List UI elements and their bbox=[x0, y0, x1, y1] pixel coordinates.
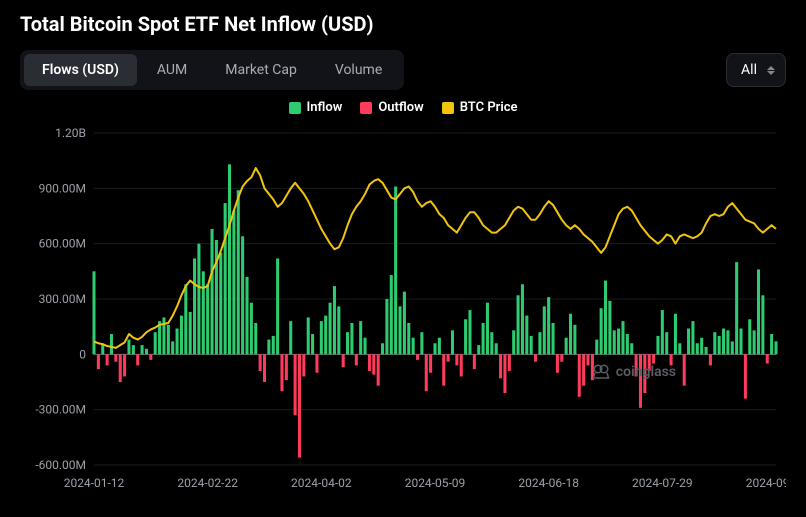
flow-chart[interactable]: -600.00M -300.00M 0 300.00M 600.00M 900.00M 1.… bbox=[20, 121, 786, 501]
watermark: coinglass bbox=[592, 363, 676, 381]
range-select[interactable]: All bbox=[726, 53, 786, 87]
swatch-btc bbox=[442, 102, 454, 114]
tab-volume[interactable]: Volume bbox=[317, 54, 400, 86]
svg-text:2024-06-18: 2024-06-18 bbox=[518, 476, 579, 490]
legend-inflow[interactable]: Inflow bbox=[289, 100, 343, 115]
legend-outflow-label: Outflow bbox=[378, 100, 423, 115]
tab-flows[interactable]: Flows (USD) bbox=[24, 54, 137, 86]
legend-btc-label: BTC Price bbox=[460, 100, 518, 115]
tab-aum[interactable]: AUM bbox=[139, 54, 205, 86]
chevron-updown-icon bbox=[767, 66, 775, 75]
svg-text:600.00M: 600.00M bbox=[39, 237, 86, 251]
swatch-inflow bbox=[289, 102, 301, 114]
coinglass-icon bbox=[592, 363, 610, 381]
svg-text:-600.00M: -600.00M bbox=[35, 458, 86, 472]
controls-row: Flows (USD) AUM Market Cap Volume All bbox=[20, 50, 786, 90]
chart-area: -600.00M -300.00M 0 300.00M 600.00M 900.00M 1.… bbox=[20, 121, 786, 501]
tab-marketcap[interactable]: Market Cap bbox=[207, 54, 315, 86]
metric-tabs: Flows (USD) AUM Market Cap Volume bbox=[20, 50, 404, 90]
legend-inflow-label: Inflow bbox=[307, 100, 343, 115]
legend-btc[interactable]: BTC Price bbox=[442, 100, 518, 115]
legend-outflow[interactable]: Outflow bbox=[360, 100, 423, 115]
svg-text:300.00M: 300.00M bbox=[39, 292, 86, 306]
page-title: Total Bitcoin Spot ETF Net Inflow (USD) bbox=[20, 12, 786, 36]
svg-text:-300.00M: -300.00M bbox=[35, 403, 86, 417]
chart-legend: Inflow Outflow BTC Price bbox=[20, 100, 786, 115]
svg-text:2024-01-12: 2024-01-12 bbox=[64, 476, 125, 490]
svg-text:900.00M: 900.00M bbox=[39, 181, 86, 195]
svg-text:2024-07-29: 2024-07-29 bbox=[632, 476, 693, 490]
svg-text:2024-09-05: 2024-09-05 bbox=[746, 476, 786, 490]
svg-text:2024-04-02: 2024-04-02 bbox=[291, 476, 352, 490]
svg-text:2024-02-22: 2024-02-22 bbox=[177, 476, 238, 490]
watermark-label: coinglass bbox=[616, 364, 676, 380]
svg-text:2024-05-09: 2024-05-09 bbox=[405, 476, 466, 490]
svg-text:1.20B: 1.20B bbox=[55, 126, 86, 140]
swatch-outflow bbox=[360, 102, 372, 114]
range-value: All bbox=[741, 62, 757, 78]
svg-text:0: 0 bbox=[79, 347, 86, 361]
